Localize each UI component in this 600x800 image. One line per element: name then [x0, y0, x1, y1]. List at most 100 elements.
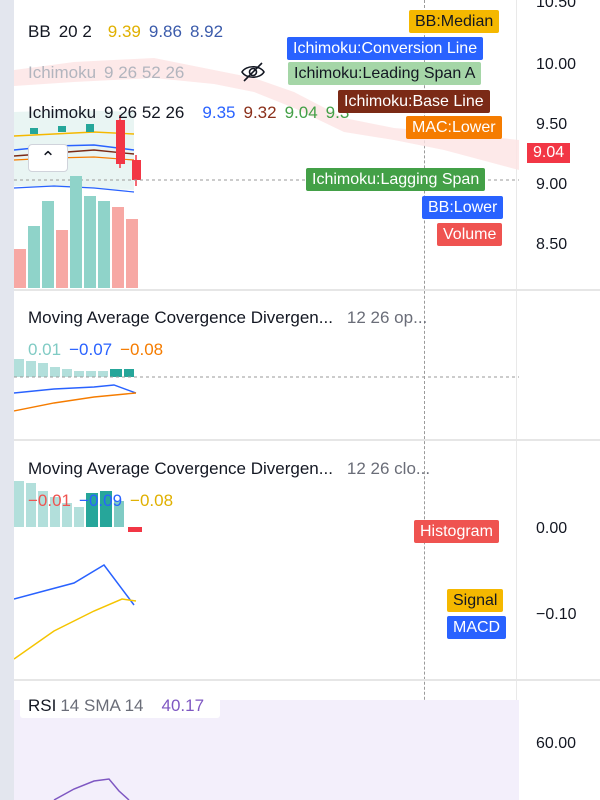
bb-params: 20 2	[58, 22, 92, 41]
macd-2-histogram-bar	[26, 483, 36, 527]
eye-off-icon[interactable]	[240, 60, 266, 84]
candle-body	[30, 128, 38, 134]
macd-1-title: Moving Average Covergence Divergen...	[28, 308, 333, 327]
rsi-pane[interactable]	[14, 681, 519, 800]
chevron-up-icon: ⌃	[40, 147, 56, 168]
macd-1-histogram-bar	[62, 369, 72, 377]
macd-2-macd-line	[14, 564, 135, 606]
macd-2-histogram-bar	[86, 493, 98, 527]
tag-base-line: Ichimoku:Base Line	[338, 90, 490, 113]
ichimoku-cloud	[14, 58, 519, 170]
macd-2-legend[interactable]: Moving Average Covergence Divergen... 12 …	[28, 459, 438, 479]
macd-1-histogram-bar	[86, 371, 96, 377]
macd-2-histogram-bar	[14, 481, 24, 527]
ichimoku-hidden-params: 9 26 52 26	[104, 63, 185, 82]
macd-2-tick: −0.10	[536, 606, 577, 623]
price-tick: 9.00	[536, 176, 568, 193]
macd-2-histogram-bar	[38, 491, 48, 527]
pane-separator[interactable]	[14, 439, 600, 441]
macd-1-histogram-bar	[50, 367, 60, 377]
bb-name: BB	[28, 22, 51, 41]
macd-2-histogram-bar	[62, 503, 72, 527]
last-price-tag: 9.04	[527, 143, 571, 163]
tag-macd: MACD	[447, 616, 507, 639]
tag-mac-lower: MAC:Lower	[406, 116, 502, 139]
macd-1-values: 0.01 −0.07 −0.08	[28, 340, 171, 360]
ichimoku-name: Ichimoku	[28, 103, 97, 122]
tag-lagging-span: Ichimoku:Lagging Span	[306, 168, 486, 191]
macd-1-histogram-bar	[98, 371, 108, 377]
volume-bar	[14, 249, 26, 288]
crosshair-vertical	[424, 0, 425, 800]
rsi-tick: 60.00	[536, 735, 577, 752]
tag-signal: Signal	[447, 589, 504, 612]
macd-1-histogram-bar	[74, 371, 84, 377]
macd-pane-2[interactable]	[14, 441, 519, 679]
ichimoku-legend[interactable]: Ichimoku 9 26 52 26 9.35 9.32 9.04 9.3	[28, 103, 357, 123]
macd-pane-1[interactable]	[14, 291, 519, 439]
macd-2-histogram-bar	[114, 501, 124, 527]
macd-2-canvas	[14, 481, 142, 660]
macd-1-params: 12 26 op...	[346, 308, 428, 327]
tag-conversion-line: Ichimoku:Conversion Line	[287, 37, 484, 60]
macd-2-value-signal: −0.08	[130, 491, 174, 510]
macd-2-value-macd: −0.09	[79, 491, 123, 510]
macd-1-canvas	[14, 359, 519, 412]
macd-2-histogram-bar	[128, 527, 142, 532]
rsi-line	[53, 778, 130, 800]
volume-bar	[84, 196, 96, 288]
tag-bb-median: BB:Median	[409, 10, 500, 33]
price-tick: 9.50	[536, 116, 568, 133]
macd-1-histogram-bar	[110, 369, 122, 377]
macd-1-histogram-bar	[124, 369, 134, 377]
pane-separator[interactable]	[14, 679, 600, 681]
macd-1-value-macd: −0.07	[69, 340, 113, 359]
rsi-params: 14 SMA 14	[60, 696, 144, 715]
ichimoku-value-1: 9.35	[202, 103, 236, 122]
ichimoku-value-3: 9.04	[284, 103, 318, 122]
price-tick: 10.50	[536, 0, 577, 11]
volume-bar	[112, 207, 124, 288]
macd-1-macd-line	[14, 384, 137, 394]
macd-1-value-histogram: 0.01	[28, 340, 62, 359]
rsi-name: RSI	[28, 696, 57, 715]
macd-1-legend[interactable]: Moving Average Covergence Divergen... 12 …	[28, 308, 435, 328]
macd-2-values: −0.01 −0.09 −0.08	[28, 491, 181, 511]
macd-2-histogram-bar	[74, 507, 84, 527]
bb-value-2: 9.86	[148, 22, 182, 41]
volume-bar	[98, 201, 110, 288]
volume-bar	[28, 226, 40, 288]
ichimoku-params: 9 26 52 26	[104, 103, 185, 122]
tag-volume: Volume	[437, 223, 503, 246]
volume-bar	[42, 201, 54, 288]
macd-2-value-histogram: −0.01	[28, 491, 72, 510]
bb-median-line	[14, 131, 135, 137]
macd-2-params: 12 26 clo...	[346, 459, 431, 478]
bb-legend[interactable]: BB 20 2 9.39 9.86 8.92	[28, 22, 231, 42]
tag-histogram: Histogram	[414, 520, 499, 543]
candle-body	[116, 120, 125, 164]
price-tick: 8.50	[536, 236, 568, 253]
ichimoku-value-2: 9.32	[243, 103, 277, 122]
candle-body	[58, 126, 66, 132]
left-toolbar-edge	[0, 0, 14, 800]
tag-leading-span-a: Ichimoku:Leading Span A	[288, 62, 482, 85]
rsi-value: 40.17	[161, 696, 205, 715]
bb-value-1: 9.39	[107, 22, 141, 41]
pane-separator[interactable]	[14, 289, 600, 291]
ichimoku-legend-hidden[interactable]: Ichimoku 9 26 52 26	[28, 63, 192, 83]
price-tick: 10.00	[536, 56, 577, 73]
macd-2-title: Moving Average Covergence Divergen...	[28, 459, 333, 478]
macd-1-histogram-bar	[14, 359, 24, 377]
rsi-legend[interactable]: RSI 14 SMA 14 40.17	[20, 694, 221, 718]
candle-body	[132, 160, 141, 180]
candle-body	[86, 124, 94, 132]
macd-1-histogram-bar	[38, 363, 48, 377]
collapse-legend-button[interactable]: ⌃	[28, 144, 68, 172]
macd-2-histogram-bar	[50, 497, 60, 527]
macd-1-value-signal: −0.08	[120, 340, 164, 359]
bb-value-3: 8.92	[189, 22, 224, 41]
rsi-canvas	[53, 778, 130, 800]
price-axis-border	[516, 0, 517, 800]
volume-bar	[56, 230, 68, 288]
